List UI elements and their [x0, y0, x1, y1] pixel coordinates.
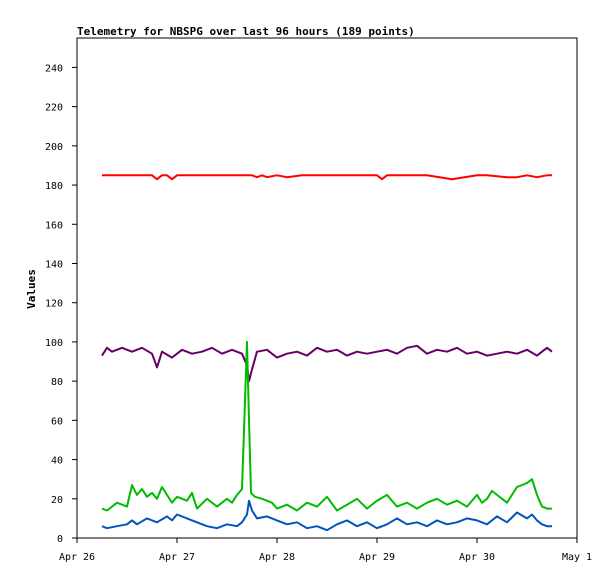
y-axis-label: Values	[25, 269, 38, 309]
y-tick-label: 140	[45, 259, 63, 270]
y-tick-label: 0	[57, 534, 63, 545]
series-lines	[101, 174, 553, 532]
y-tick-label: 180	[45, 181, 63, 192]
x-axis-ticks: Apr 26 Apr 27 Apr 28 Apr 29 Apr 30 May 1	[59, 538, 592, 563]
series-line-1	[102, 174, 552, 181]
y-tick-label: 200	[45, 142, 63, 153]
y-tick-label: 160	[45, 220, 63, 231]
series-line-4	[101, 499, 552, 532]
y-tick-label: 100	[45, 338, 63, 349]
y-tick-label: 220	[45, 103, 63, 114]
y-tick-label: 80	[51, 377, 63, 388]
plot-frame	[76, 37, 578, 539]
y-tick-label: 20	[51, 495, 63, 506]
y-tick-label: 40	[51, 456, 63, 467]
x-tick-label: Apr 29	[359, 552, 395, 563]
x-tick-label: Apr 27	[159, 552, 195, 563]
y-tick-label: 120	[45, 299, 63, 310]
x-tick-label: Apr 30	[459, 552, 495, 563]
y-tick-label: 240	[45, 63, 63, 74]
x-tick-label: Apr 26	[59, 552, 95, 563]
y-tick-label: 60	[51, 416, 63, 427]
x-tick-label: Apr 28	[259, 552, 295, 563]
chart-title: Telemetry for NBSPG over last 96 hours (…	[77, 25, 415, 38]
series-line-3	[101, 340, 552, 512]
x-tick-label: May 1	[562, 552, 592, 563]
y-axis-ticks: 0 20 40 60 80 100 120 140 160 180 200 220 240	[45, 63, 77, 545]
series-line-2	[101, 344, 553, 383]
